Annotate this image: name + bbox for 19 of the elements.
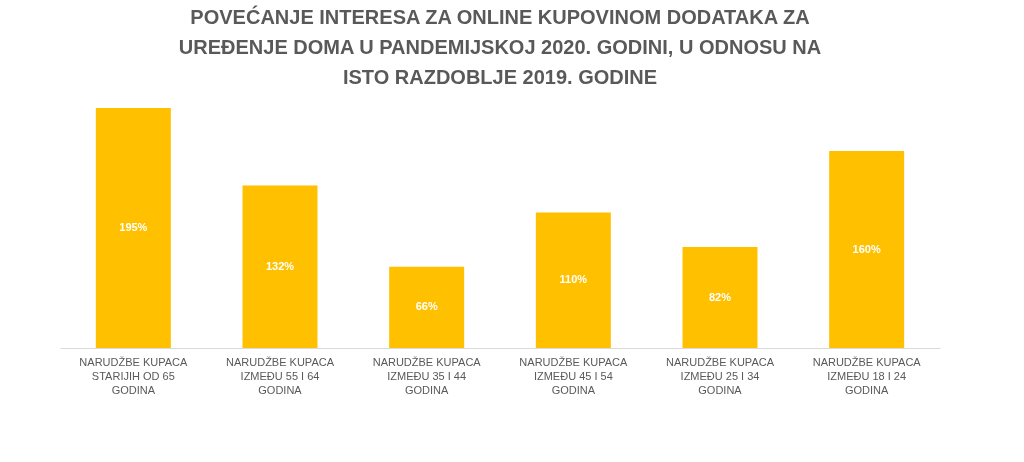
bar [95,108,171,348]
bar [389,266,465,348]
data-label: 195% [119,221,148,233]
data-label: 110% [559,273,588,286]
data-label: 160% [852,242,881,255]
bar [682,247,758,348]
bar [242,185,318,348]
chart-title: POVEĆANJE INTERESA ZA ONLINE KUPOVINOM DODATAKA ZA UREĐENJE DOMA U PANDEMIJSKOJ 2020. GODINI, U ODNOSU NA ISTO RAZDOBLJE 2019. GODINE [178,5,822,88]
data-label: 66% [415,300,438,313]
data-label: 132% [265,259,295,272]
x-tick-label: NARUDŽBE KUPACA IZMEĐU 45 I 54 GODINA [519,355,628,396]
data-label: 82% [708,290,732,303]
bar [535,212,611,348]
x-tick-label: NARUDŽBE KUPACA STARIJIH OD 65 GODINA [79,355,188,396]
x-tick-label: NARUDŽBE KUPACA IZMEĐU 18 I 24 GODINA [812,355,922,396]
x-tick-label: NARUDŽBE KUPACA IZMEĐU 35 I 44 GODINA [372,355,482,396]
x-tick-label: NARUDŽBE KUPACA IZMEĐU 25 I 34 GODINA [666,355,775,396]
bar [829,151,905,348]
x-tick-label: NARUDŽBE KUPACA IZMEĐU 55 I 64 GODINA [226,355,335,396]
